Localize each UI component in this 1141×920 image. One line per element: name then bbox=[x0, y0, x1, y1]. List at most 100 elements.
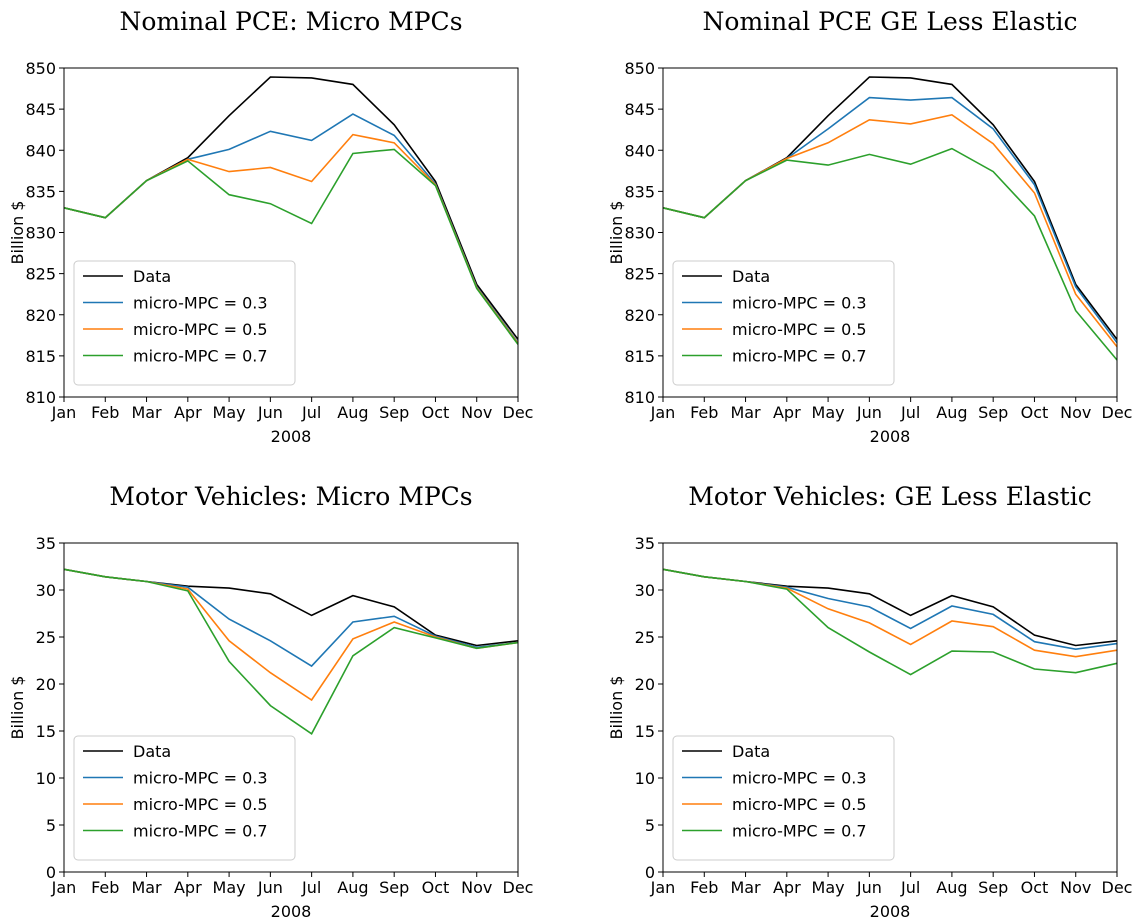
y-tick-label: 5 bbox=[645, 816, 655, 835]
x-tick-label: Sep bbox=[978, 878, 1008, 897]
x-tick-label: Jul bbox=[900, 878, 920, 897]
x-tick-label: Apr bbox=[773, 878, 801, 897]
x-tick-label: May bbox=[812, 878, 845, 897]
chart-title: Nominal PCE GE Less Elastic bbox=[703, 7, 1078, 36]
x-tick-label: Dec bbox=[1102, 878, 1133, 897]
y-tick-label: 20 bbox=[36, 675, 56, 694]
legend-label: micro-MPC = 0.7 bbox=[133, 822, 268, 841]
x-tick-label: Jan bbox=[51, 878, 77, 897]
series-line bbox=[662, 568, 1118, 676]
legend-label: micro-MPC = 0.5 bbox=[133, 795, 268, 814]
x-tick-label: Mar bbox=[730, 878, 761, 897]
legend-label: micro-MPC = 0.7 bbox=[732, 347, 867, 366]
y-tick-label: 815 bbox=[25, 347, 56, 366]
x-tick-label: Dec bbox=[1102, 403, 1133, 422]
y-tick-label: 20 bbox=[635, 675, 655, 694]
y-tick-label: 820 bbox=[25, 306, 56, 325]
legend-box bbox=[73, 260, 296, 386]
x-tick-label: Mar bbox=[131, 878, 162, 897]
legend-label: micro-MPC = 0.3 bbox=[732, 769, 867, 788]
legend-label: micro-MPC = 0.7 bbox=[133, 347, 268, 366]
legend-label: Data bbox=[732, 267, 770, 286]
x-tick-label: Dec bbox=[503, 403, 534, 422]
x-axis-label: 2008 bbox=[870, 427, 911, 446]
x-tick-label: Dec bbox=[503, 878, 534, 897]
y-tick-label: 0 bbox=[645, 863, 655, 882]
x-tick-label: Sep bbox=[379, 403, 409, 422]
series-line bbox=[662, 147, 1118, 361]
y-tick-label: 850 bbox=[25, 59, 56, 78]
x-tick-label: Feb bbox=[690, 878, 718, 897]
x-tick-label: Jul bbox=[900, 403, 920, 422]
legend-box bbox=[73, 735, 296, 861]
y-tick-label: 820 bbox=[624, 306, 655, 325]
chart-title: Motor Vehicles: GE Less Elastic bbox=[688, 482, 1091, 511]
x-tick-label: Aug bbox=[936, 403, 967, 422]
x-tick-label: Jan bbox=[650, 403, 676, 422]
chart-title: Nominal PCE: Micro MPCs bbox=[119, 7, 462, 36]
y-tick-label: 825 bbox=[624, 265, 655, 284]
y-tick-label: 10 bbox=[635, 769, 655, 788]
y-tick-label: 30 bbox=[36, 581, 56, 600]
series-line bbox=[63, 568, 519, 668]
y-tick-label: 825 bbox=[25, 265, 56, 284]
y-tick-label: 830 bbox=[25, 224, 56, 243]
series-line bbox=[662, 568, 1118, 651]
series-line bbox=[63, 568, 519, 647]
plot-frame bbox=[63, 67, 519, 398]
x-tick-label: Jun bbox=[257, 403, 283, 422]
x-tick-label: Nov bbox=[461, 878, 492, 897]
x-tick-label: Mar bbox=[730, 403, 761, 422]
x-tick-label: Jun bbox=[856, 878, 882, 897]
y-axis-label: Billion $ bbox=[607, 676, 626, 740]
x-tick-label: Oct bbox=[422, 403, 450, 422]
y-axis-label: Billion $ bbox=[607, 201, 626, 265]
y-tick-label: 25 bbox=[36, 628, 56, 647]
x-tick-label: Oct bbox=[422, 878, 450, 897]
x-tick-label: Apr bbox=[773, 403, 801, 422]
x-tick-label: Feb bbox=[91, 878, 119, 897]
legend-label: micro-MPC = 0.5 bbox=[133, 320, 268, 339]
plot-frame bbox=[662, 67, 1118, 398]
y-tick-label: 835 bbox=[624, 182, 655, 201]
y-tick-label: 810 bbox=[624, 388, 655, 407]
y-tick-label: 810 bbox=[25, 388, 56, 407]
y-axis-label: Billion $ bbox=[8, 676, 27, 740]
x-tick-label: Nov bbox=[1060, 403, 1091, 422]
x-tick-label: May bbox=[213, 403, 246, 422]
x-axis-label: 2008 bbox=[271, 902, 312, 920]
x-tick-label: Jan bbox=[650, 878, 676, 897]
plot-frame bbox=[63, 542, 519, 873]
x-tick-label: Sep bbox=[379, 878, 409, 897]
chart-title: Motor Vehicles: Micro MPCs bbox=[109, 482, 472, 511]
x-tick-label: Jul bbox=[301, 878, 321, 897]
y-tick-label: 5 bbox=[46, 816, 56, 835]
x-tick-label: Jul bbox=[301, 403, 321, 422]
y-tick-label: 845 bbox=[25, 100, 56, 119]
y-tick-label: 15 bbox=[36, 722, 56, 741]
x-tick-label: Aug bbox=[936, 878, 967, 897]
legend-box bbox=[672, 260, 895, 386]
x-tick-label: Jan bbox=[51, 403, 77, 422]
legend-box bbox=[672, 735, 895, 861]
legend-label: micro-MPC = 0.5 bbox=[732, 320, 867, 339]
y-tick-label: 850 bbox=[624, 59, 655, 78]
y-tick-label: 840 bbox=[25, 141, 56, 160]
y-tick-label: 15 bbox=[635, 722, 655, 741]
y-tick-label: 830 bbox=[624, 224, 655, 243]
x-tick-label: Feb bbox=[91, 403, 119, 422]
x-tick-label: Jun bbox=[856, 403, 882, 422]
x-tick-label: Apr bbox=[174, 878, 202, 897]
y-tick-label: 35 bbox=[635, 534, 655, 553]
legend-label: Data bbox=[732, 742, 770, 761]
x-tick-label: Sep bbox=[978, 403, 1008, 422]
y-tick-label: 35 bbox=[36, 534, 56, 553]
x-tick-label: Nov bbox=[1060, 878, 1091, 897]
plot-frame bbox=[662, 542, 1118, 873]
x-tick-label: Mar bbox=[131, 403, 162, 422]
x-tick-label: Aug bbox=[337, 878, 368, 897]
x-tick-label: Oct bbox=[1021, 403, 1049, 422]
y-tick-label: 840 bbox=[624, 141, 655, 160]
